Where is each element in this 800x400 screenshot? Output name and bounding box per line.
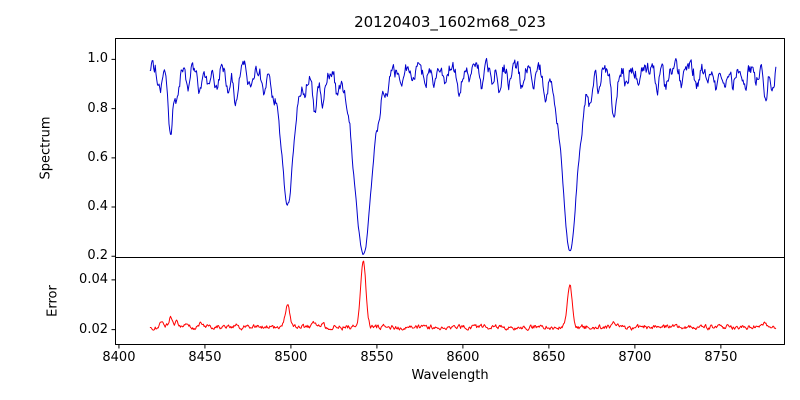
y-axis-label-spectrum: Spectrum: [38, 116, 54, 180]
y-tick-label: 0.2: [87, 248, 108, 264]
x-tick-label: 8450: [188, 350, 222, 365]
y-tick-label: 0.4: [87, 199, 108, 215]
x-tick-label: 8750: [704, 350, 738, 365]
y-tick-label: 0.04: [79, 271, 108, 287]
x-tick-label: 8400: [102, 350, 136, 365]
y-axis-label-error: Error: [45, 285, 61, 317]
x-tick-label: 8550: [360, 350, 394, 365]
y-tick-label: 0.8: [87, 100, 108, 116]
x-tick-label: 8500: [274, 350, 308, 365]
x-tick-label: 8600: [446, 350, 480, 365]
y-tick-label: 0.02: [79, 321, 108, 337]
chart-title: 20120403_1602m68_023: [354, 13, 546, 31]
x-axis-label: Wavelength: [411, 368, 489, 383]
x-tick-label: 8650: [532, 350, 566, 365]
x-tick-label: 8700: [618, 350, 652, 365]
y-tick-label: 0.6: [87, 149, 108, 165]
y-tick-label: 1.0: [87, 51, 108, 67]
